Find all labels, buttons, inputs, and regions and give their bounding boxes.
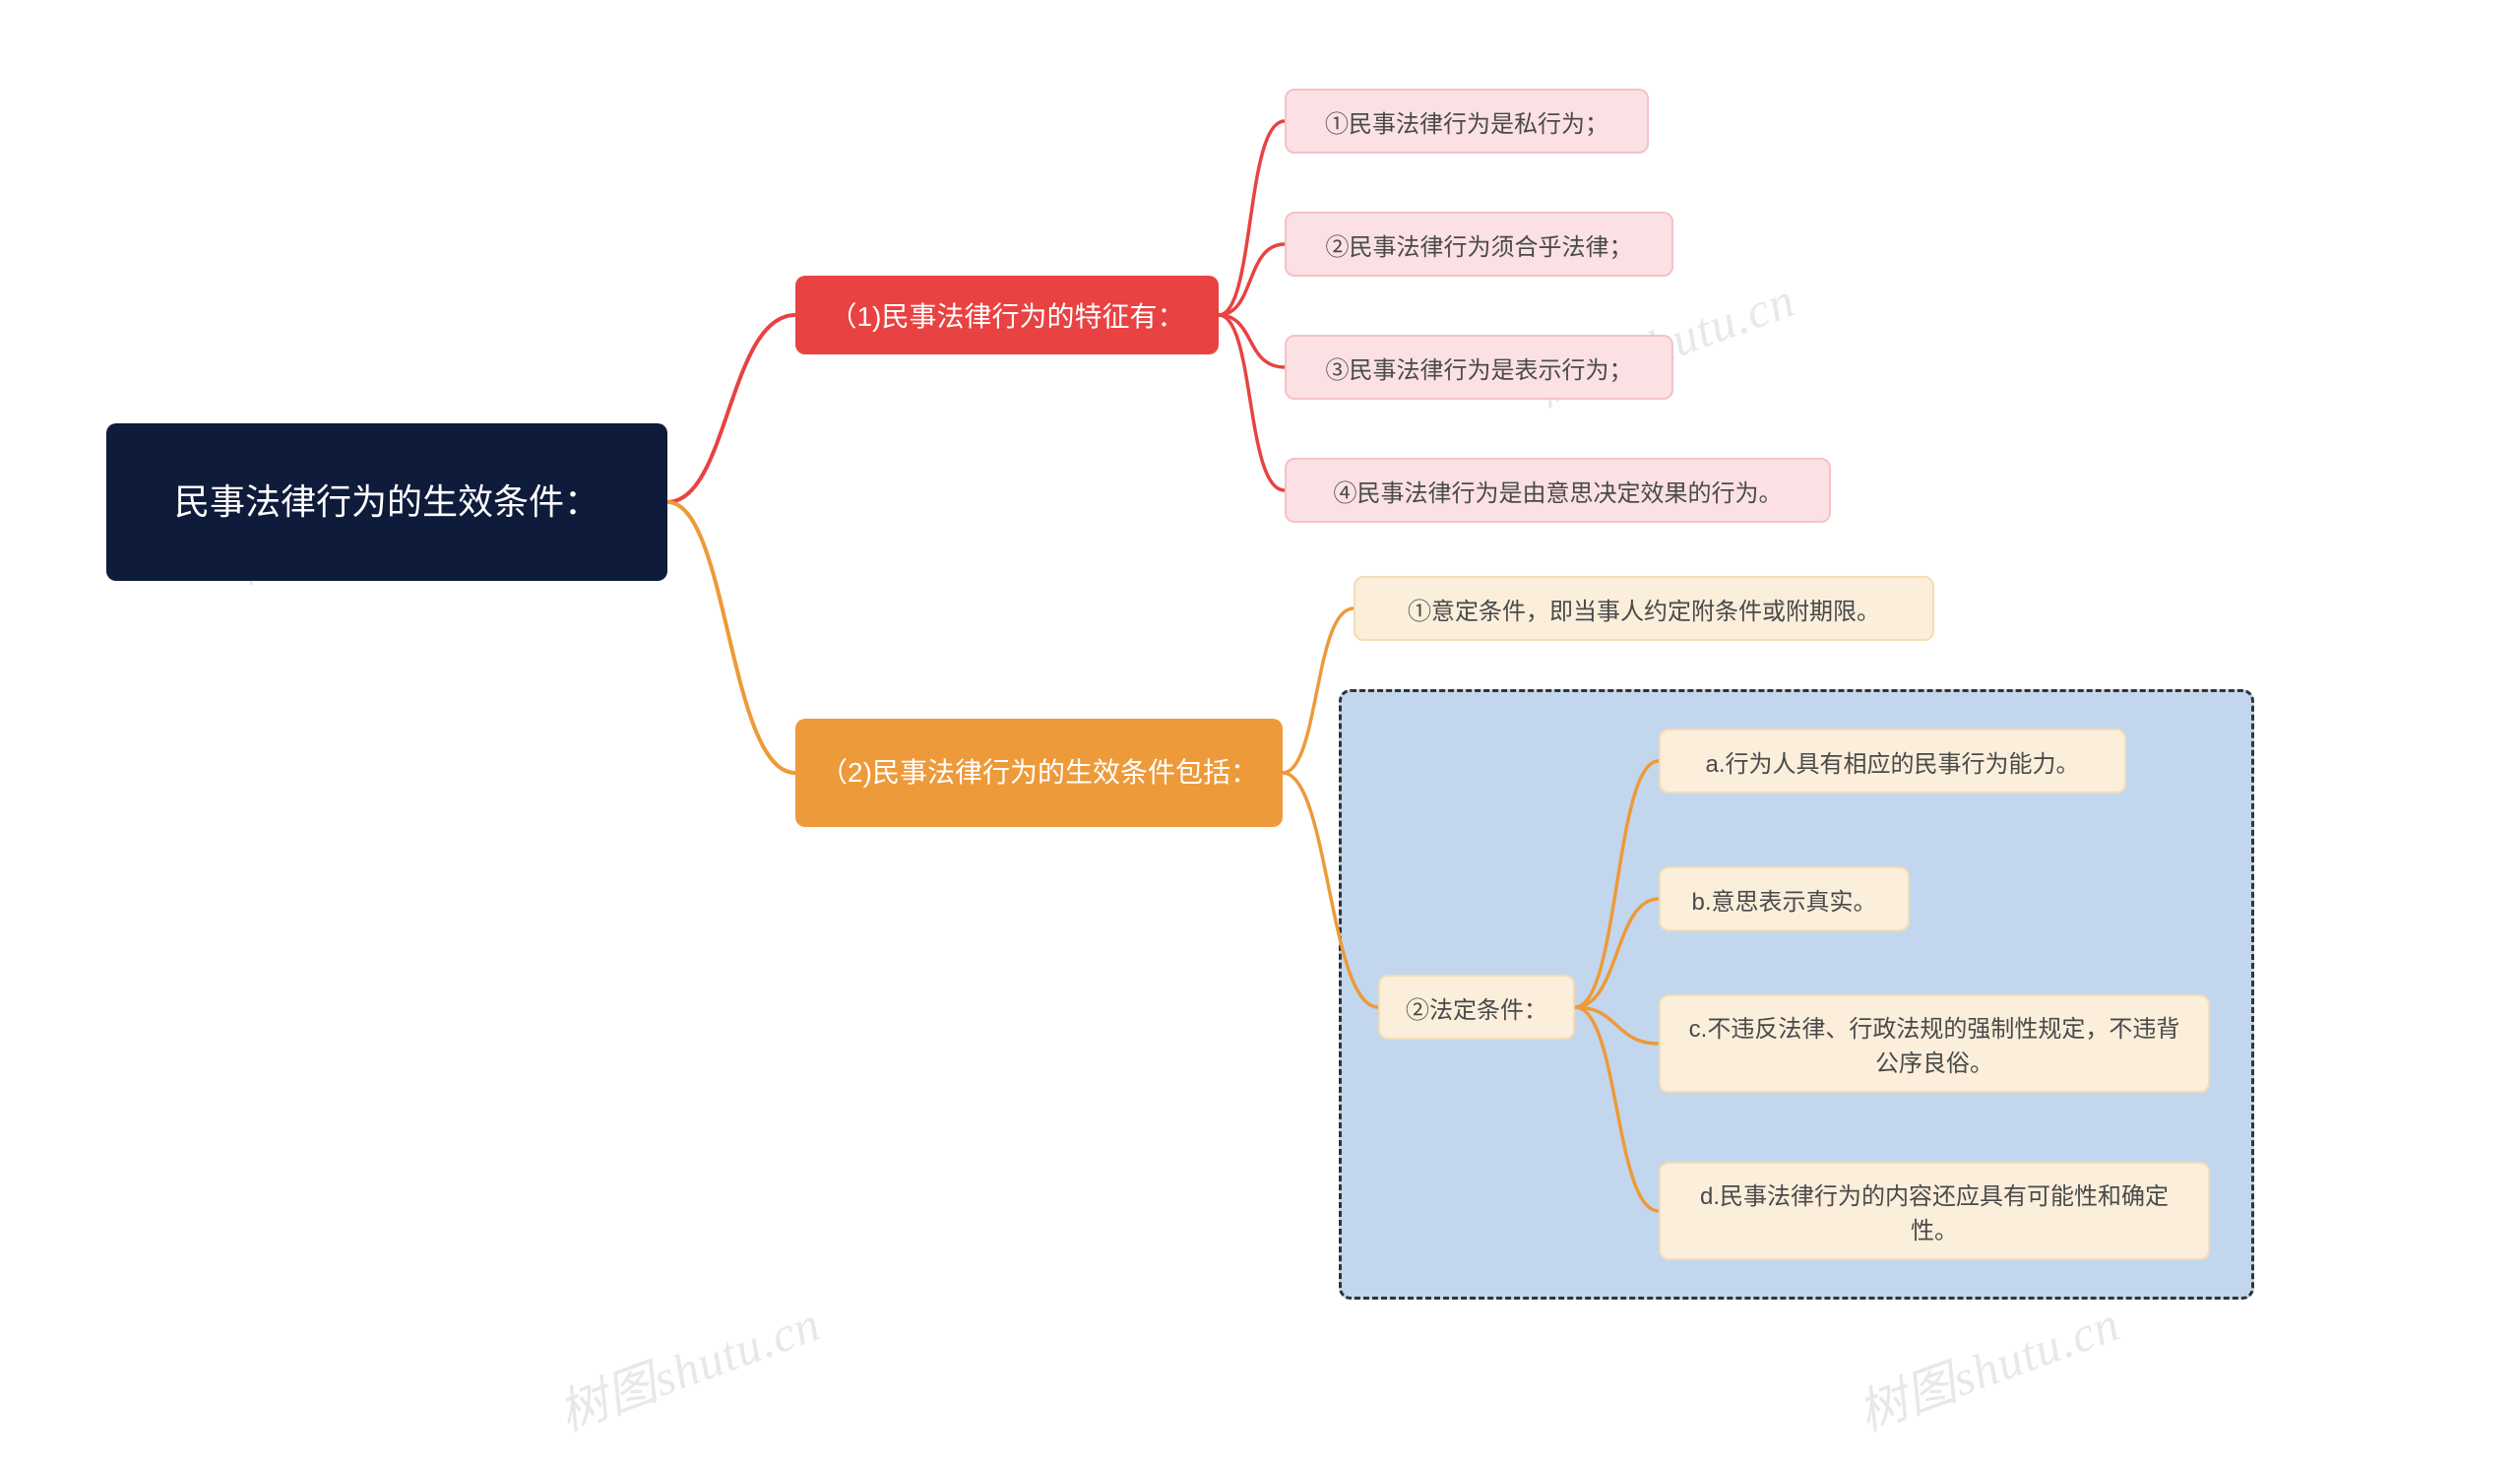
root-node: 民事法律行为的生效条件： [106, 423, 667, 581]
root-label: 民事法律行为的生效条件： [174, 476, 599, 529]
branch-node-1: （1)民事法律行为的特征有： [795, 276, 1219, 354]
branch-1-label: （1)民事法律行为的特征有： [830, 295, 1185, 335]
leaf-label: ①意定条件，即当事人约定附条件或附期限。 [1408, 592, 1880, 626]
leaf-label: ①民事法律行为是私行为； [1325, 104, 1608, 139]
branch-node-2: （2)民事法律行为的生效条件包括： [795, 719, 1283, 827]
leaf-label: ②法定条件： [1406, 990, 1547, 1025]
leaf-node: ④民事法律行为是由意思决定效果的行为。 [1285, 458, 1831, 523]
leaf-label: ②民事法律行为须合乎法律； [1326, 227, 1633, 262]
watermark: 树图shutu.cn [1847, 1285, 2128, 1445]
branch-2-label: （2)民事法律行为的生效条件包括： [820, 753, 1258, 792]
watermark: 树图shutu.cn [547, 1285, 829, 1445]
leaf-label: ③民事法律行为是表示行为； [1326, 350, 1633, 385]
leaf-label: a.行为人具有相应的民事行为能力。 [1705, 744, 2079, 779]
leaf-label: ④民事法律行为是由意思决定效果的行为。 [1334, 474, 1783, 508]
leaf-node: ①民事法律行为是私行为； [1285, 89, 1649, 154]
leaf-node: a.行为人具有相应的民事行为能力。 [1659, 729, 2126, 794]
leaf-node-legal: ②法定条件： [1378, 975, 1575, 1040]
leaf-node: c.不违反法律、行政法规的强制性规定，不违背公序良俗。 [1659, 994, 2210, 1093]
leaf-label: b.意思表示真实。 [1691, 882, 1876, 917]
leaf-node: d.民事法律行为的内容还应具有可能性和确定性。 [1659, 1162, 2210, 1260]
leaf-node: ③民事法律行为是表示行为； [1285, 335, 1673, 400]
leaf-label: d.民事法律行为的内容还应具有可能性和确定性。 [1680, 1177, 2188, 1245]
leaf-node: ①意定条件，即当事人约定附条件或附期限。 [1354, 576, 1934, 641]
leaf-label: c.不违反法律、行政法规的强制性规定，不违背公序良俗。 [1680, 1009, 2188, 1078]
leaf-node: b.意思表示真实。 [1659, 866, 1910, 931]
leaf-node: ②民事法律行为须合乎法律； [1285, 212, 1673, 277]
